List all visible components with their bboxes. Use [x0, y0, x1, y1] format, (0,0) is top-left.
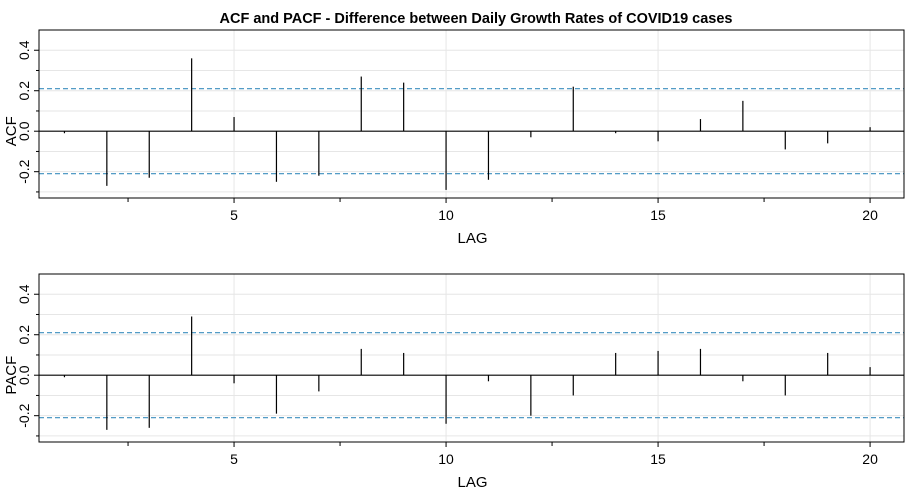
pacf-y-tick-label: -0.2 [16, 403, 32, 427]
chart-title: ACF and PACF - Difference between Daily … [220, 11, 733, 27]
acf-plot-area [39, 30, 904, 198]
pacf-x-tick-label: 20 [862, 451, 878, 467]
acf-y-tick-label: -0.2 [16, 159, 32, 183]
acf-x-tick-label: 15 [650, 207, 666, 223]
acf-x-tick-label: 5 [230, 207, 238, 223]
pacf-plot-area [39, 274, 904, 442]
pacf-x-axis-label: LAG [457, 474, 487, 491]
acf-y-tick-label: 0.4 [16, 40, 32, 60]
acf-x-tick-label: 20 [862, 207, 878, 223]
acf-y-axis-label: ACF [3, 116, 20, 146]
pacf-y-tick-label: 0.0 [16, 365, 32, 385]
acf-y-tick-label: 0.0 [16, 121, 32, 141]
pacf-panel: 5 10 15 20 -0.2 0.0 0.2 0.4 LAG PACF [3, 273, 905, 491]
pacf-y-tick-label: 0.4 [16, 284, 32, 304]
pacf-y-axis-label: PACF [3, 356, 20, 395]
pacf-x-tick-label: 5 [230, 451, 238, 467]
acf-x-axis-label: LAG [457, 230, 487, 247]
acf-plot-frame [38, 29, 905, 199]
pacf-x-tick-label: 10 [438, 451, 454, 467]
pacf-plot-frame [38, 273, 905, 443]
pacf-x-tick-label: 15 [650, 451, 666, 467]
pacf-y-tick-label: 0.2 [16, 325, 32, 345]
acf-x-tick-label: 10 [438, 207, 454, 223]
acf-y-tick-label: 0.2 [16, 81, 32, 101]
acf-panel: 5 10 15 20 -0.2 0.0 0.2 0.4 LAG ACF [3, 29, 905, 247]
